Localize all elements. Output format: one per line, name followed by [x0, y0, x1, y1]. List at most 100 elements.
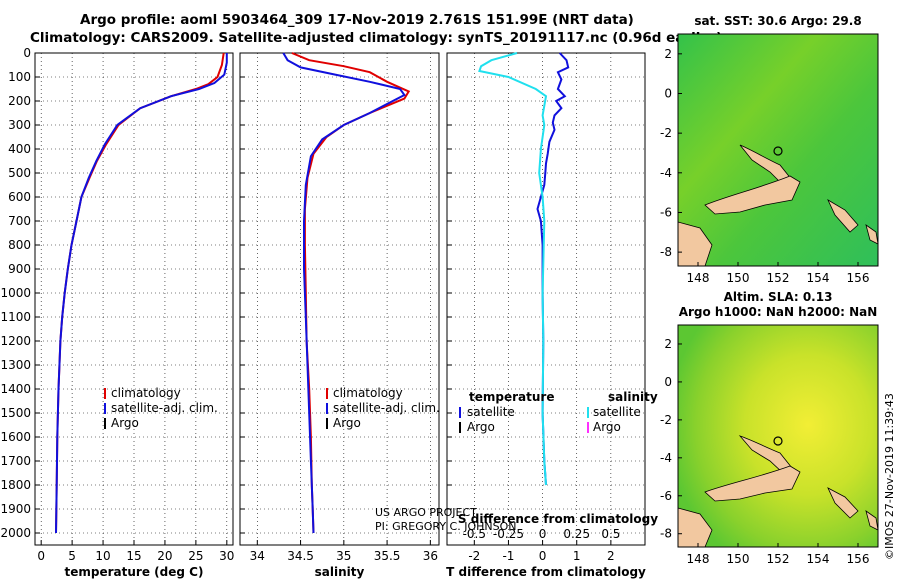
- sst-field: [678, 34, 878, 266]
- map-x-tick-label: 148: [687, 271, 710, 285]
- y-tick-label: 2000: [0, 526, 31, 540]
- map-y-tick-label: -8: [660, 245, 672, 259]
- title-line-1: Argo profile: aoml 5903464_309 17-Nov-20…: [80, 12, 634, 28]
- map-y-tick-label: 0: [664, 86, 672, 100]
- y-tick-label: 1800: [0, 478, 31, 492]
- map-x-tick-label: 152: [767, 552, 790, 566]
- x-axis-label: T difference from climatology: [446, 565, 646, 579]
- y-tick-label: 900: [8, 262, 31, 276]
- y-tick-label: 1500: [0, 406, 31, 420]
- sst-axis-ticks: 148 150 152 154 156 -8 -6 -4 -2 0 2: [660, 47, 869, 285]
- map-x-tick-label: 152: [767, 271, 790, 285]
- series-satellite-adj-clim-: [55, 53, 228, 534]
- plot-frame: [446, 52, 646, 546]
- legend-item: Argo: [111, 416, 139, 430]
- x-tick-label: 34.5: [287, 549, 314, 563]
- map-y-tick-label: -6: [660, 205, 672, 219]
- x-tick-label: 36: [423, 549, 438, 563]
- legend-item: climatology: [333, 386, 403, 400]
- y-tick-label: 1000: [0, 286, 31, 300]
- sst-map: sat. SST: 30.6 Argo: 29.8 148 150 152 154 15…: [660, 14, 879, 285]
- map-y-tick-label: -6: [660, 489, 672, 503]
- x-tick-label: 5: [68, 549, 76, 563]
- y-tick-label: 1200: [0, 334, 31, 348]
- map-y-tick-label: -4: [660, 451, 672, 465]
- y-tick-label: 300: [8, 118, 31, 132]
- legend-item: satellite: [467, 405, 515, 419]
- title-line-2: Climatology: CARS2009. Satellite-adjuste…: [30, 30, 723, 46]
- x-axis-label: temperature (deg C): [65, 565, 204, 579]
- map-x-tick-label: 156: [847, 271, 870, 285]
- y-tick-label: 1700: [0, 454, 31, 468]
- map-y-tick-label: 2: [664, 47, 672, 61]
- sla-float-marker: [773, 436, 783, 446]
- x-tick-label: 25: [188, 549, 203, 563]
- top-tick-label: -0.5: [463, 527, 486, 541]
- panel-difference-profile: -2 -1 0 1 2 T difference from climatology S di…: [446, 52, 658, 579]
- top-tick-label: -0.25: [493, 527, 524, 541]
- y-tick-label: 500: [8, 166, 31, 180]
- sla-map-title-2: Argo h1000: NaN h2000: NaN: [679, 305, 878, 319]
- sst-float-marker: [773, 146, 783, 156]
- map-x-tick-label: 154: [807, 552, 830, 566]
- x-tick-label: -2: [468, 549, 480, 563]
- map-y-tick-label: 2: [664, 337, 672, 351]
- x-tick-label: 34: [250, 549, 265, 563]
- x-tick-label: -1: [502, 549, 514, 563]
- x-tick-label: 30: [219, 549, 234, 563]
- legend-item: satellite-adj. clim.: [333, 401, 440, 415]
- sst-map-title: sat. SST: 30.6 Argo: 29.8: [694, 14, 861, 28]
- map-x-tick-label: 150: [727, 271, 750, 285]
- y-tick-label: 800: [8, 238, 31, 252]
- map-x-tick-label: 148: [687, 552, 710, 566]
- sla-map: Altim. SLA: 0.13 Argo h1000: NaN h2000: …: [660, 290, 879, 566]
- y-tick-label: 1300: [0, 358, 31, 372]
- series-salinity-satellite: [478, 52, 548, 486]
- y-tick-label: 200: [8, 94, 31, 108]
- series-climatology: [291, 52, 411, 534]
- x-tick-label: 35: [336, 549, 351, 563]
- x-tick-label: 15: [126, 549, 141, 563]
- watermark: ©IMOS 27-Nov-2019 11:39:43: [883, 393, 896, 560]
- y-tick-label: 1600: [0, 430, 31, 444]
- top-tick-label: 0: [539, 527, 547, 541]
- x-tick-label: 2: [607, 549, 615, 563]
- x-tick-label: 0: [539, 549, 547, 563]
- legend-item: Argo: [333, 416, 361, 430]
- series-satellite-adj-clim-: [282, 52, 406, 534]
- x-axis-label: salinity: [315, 565, 365, 579]
- plot-frame: [239, 52, 440, 546]
- map-x-tick-label: 154: [807, 271, 830, 285]
- legend-item: satellite: [593, 405, 641, 419]
- credits-line-2: PI: GREGORY C. JOHNSON: [375, 520, 516, 533]
- y-tick-label: 1100: [0, 310, 31, 324]
- map-y-tick-label: 0: [664, 375, 672, 389]
- legend-item: satellite-adj. clim.: [111, 401, 218, 415]
- legend-item: Argo: [467, 420, 495, 434]
- map-y-tick-label: -8: [660, 527, 672, 541]
- legend-item: Argo: [593, 420, 621, 434]
- x-tick-label: 20: [157, 549, 172, 563]
- y-tick-label: 100: [8, 70, 31, 84]
- x-tick-label: 35.5: [374, 549, 401, 563]
- sla-axis-ticks: 148 150 152 154 156 -8 -6 -4 -2 0 2: [660, 337, 869, 566]
- top-tick-label: 0.5: [601, 527, 620, 541]
- sla-coast: [677, 435, 879, 548]
- sla-map-title-1: Altim. SLA: 0.13: [724, 290, 833, 304]
- y-tick-label: 1900: [0, 502, 31, 516]
- x-tick-label: 0: [37, 549, 45, 563]
- map-x-tick-label: 150: [727, 552, 750, 566]
- top-tick-label: 0.25: [563, 527, 590, 541]
- legend-title-temperature: temperature: [469, 390, 554, 404]
- map-x-tick-label: 156: [847, 552, 870, 566]
- credits-line-1: US ARGO PROJECT: [375, 506, 477, 519]
- panel-temperature-profile: 0 5 10 15 20 25 300100200300400500600700800900…: [0, 46, 234, 579]
- panel-salinity-profile: 34 34.5 35 35.5 36 salinity climatologysatelli…: [239, 52, 440, 579]
- y-tick-label: 1400: [0, 382, 31, 396]
- map-y-tick-label: -2: [660, 126, 672, 140]
- legend-title-salinity: salinity: [608, 390, 658, 404]
- y-tick-label: 700: [8, 214, 31, 228]
- top-axis-label: S difference from climatology: [458, 512, 658, 526]
- map-y-tick-label: -2: [660, 413, 672, 427]
